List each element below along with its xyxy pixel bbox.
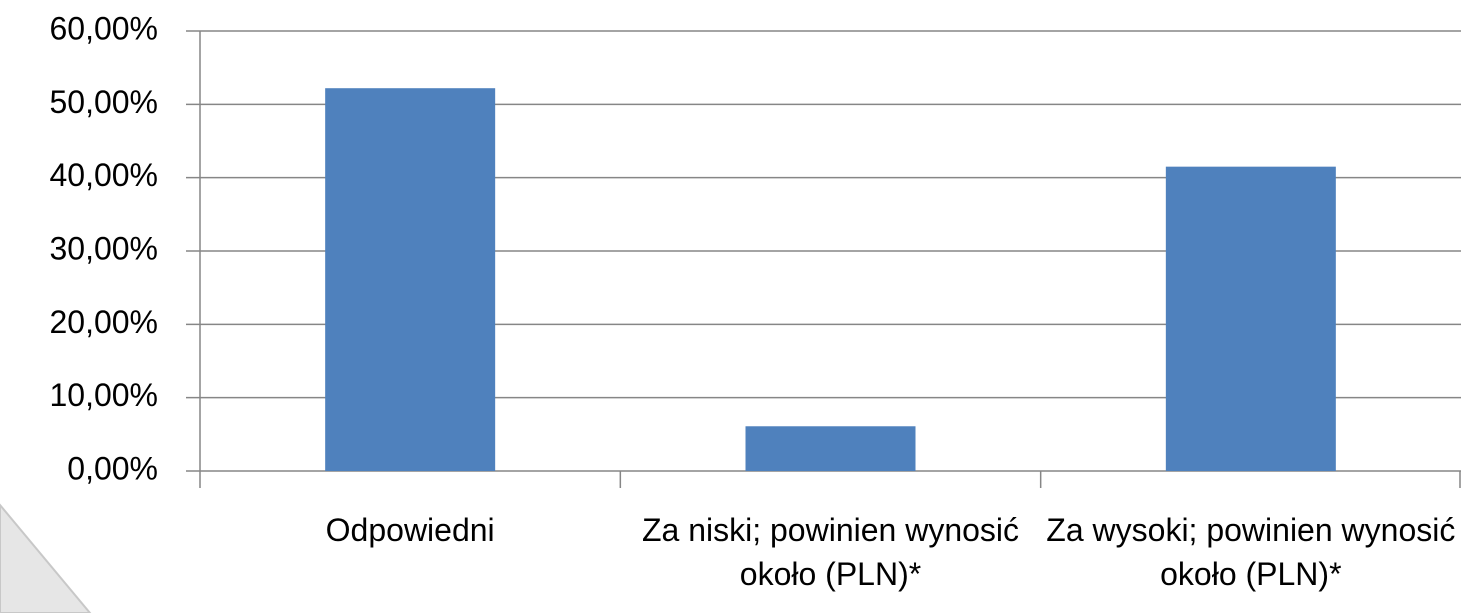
x-tick-label: Za niski; powinien wynosić około (PLN)* — [641, 512, 1020, 592]
y-tick-label: 20,00% — [49, 304, 158, 340]
y-tick-label: 60,00% — [49, 10, 158, 46]
x-tick-label: Za wysoki; powinien wynosić około (PLN)* — [1046, 512, 1456, 592]
y-tick-label: 10,00% — [49, 377, 158, 413]
x-tick-label: Odpowiedni — [325, 512, 495, 548]
bar — [1165, 166, 1336, 471]
y-tick-label: 50,00% — [49, 84, 158, 120]
bar — [325, 88, 496, 471]
bar — [745, 426, 916, 471]
y-tick-label: 30,00% — [49, 230, 158, 266]
page-curl — [0, 503, 92, 613]
y-tick-label: 0,00% — [67, 450, 158, 486]
y-tick-label: 40,00% — [49, 157, 158, 193]
